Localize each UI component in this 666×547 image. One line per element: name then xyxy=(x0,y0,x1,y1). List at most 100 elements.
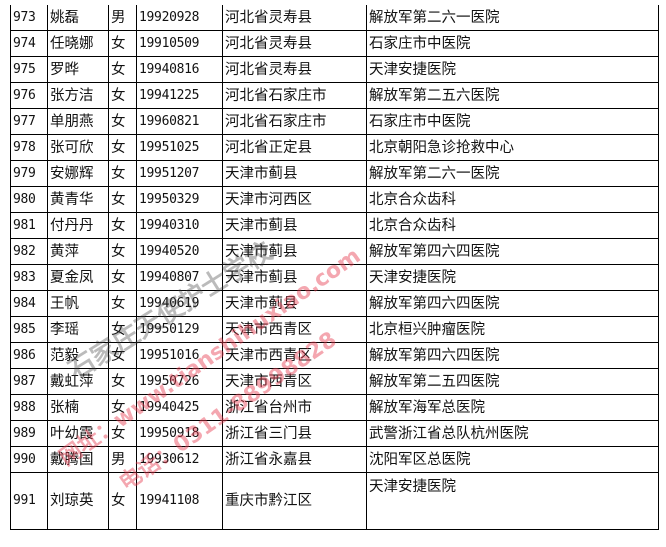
row-number-cell: 975 xyxy=(10,56,48,83)
student-name-cell: 戴腾国 xyxy=(47,446,109,473)
gender-cell: 女 xyxy=(108,30,137,57)
table-row: 990 戴腾国男 19930612 浙江省永嘉县 沈阳军区总医院 xyxy=(10,446,659,473)
table-row: 976 张方洁女 19941225 河北省石家庄市 解放军第二五六医院 xyxy=(10,82,659,109)
student-name-cell: 李瑶 xyxy=(47,316,109,343)
student-name-cell: 张方洁 xyxy=(47,82,109,109)
origin-place-cell: 河北省灵寿县 xyxy=(222,5,367,31)
row-number-cell: 991 xyxy=(10,472,48,530)
birth-date-cell: 19940520 xyxy=(136,238,223,265)
placement-hospital-cell: 北京合众齿科 xyxy=(366,186,659,213)
row-number-cell: 982 xyxy=(10,238,48,265)
birth-date-cell: 19940425 xyxy=(136,394,223,421)
student-name-cell: 罗晔 xyxy=(47,56,109,83)
row-number-cell: 988 xyxy=(10,394,48,421)
gender-cell: 女 xyxy=(108,56,137,83)
table-row: 980 黄青华女 19950329 天津市河西区 北京合众齿科 xyxy=(10,186,659,213)
origin-place-cell: 天津市蓟县 xyxy=(222,160,367,187)
table-row: 981 付丹丹女 19940310 天津市蓟县 北京合众齿科 xyxy=(10,212,659,239)
origin-place-cell: 天津市河西区 xyxy=(222,186,367,213)
gender-cell: 女 xyxy=(108,186,137,213)
table-row: 983 夏金凤女 19940807 天津市蓟县 天津安捷医院 xyxy=(10,264,659,291)
placement-hospital-cell: 武警浙江省总队杭州医院 xyxy=(366,420,659,447)
student-name-cell: 安娜辉 xyxy=(47,160,109,187)
gender-cell: 女 xyxy=(108,472,137,530)
student-name-cell: 任晓娜 xyxy=(47,30,109,57)
origin-place-cell: 浙江省台州市 xyxy=(222,394,367,421)
birth-date-cell: 19940619 xyxy=(136,290,223,317)
row-number-cell: 973 xyxy=(10,5,48,31)
origin-place-cell: 天津市蓟县 xyxy=(222,212,367,239)
row-number-cell: 977 xyxy=(10,108,48,135)
gender-cell: 女 xyxy=(108,290,137,317)
birth-date-cell: 19940807 xyxy=(136,264,223,291)
table-row: 988 张楠女 19940425 浙江省台州市 解放军海军总医院 xyxy=(10,394,659,421)
row-number-cell: 974 xyxy=(10,30,48,57)
table-row: 982 黄萍女 19940520 天津市蓟县 解放军第四六四医院 xyxy=(10,238,659,265)
origin-place-cell: 天津市西青区 xyxy=(222,368,367,395)
origin-place-cell: 天津市蓟县 xyxy=(222,238,367,265)
placement-hospital-cell: 解放军第四六四医院 xyxy=(366,342,659,369)
table-row: 975 罗晔女 19940816 河北省灵寿县 天津安捷医院 xyxy=(10,56,659,83)
gender-cell: 女 xyxy=(108,316,137,343)
student-name-cell: 刘琼英 xyxy=(47,472,109,530)
gender-cell: 女 xyxy=(108,134,137,161)
placement-hospital-cell: 北京桓兴肿瘤医院 xyxy=(366,316,659,343)
gender-cell: 女 xyxy=(108,368,137,395)
placement-hospital-cell: 解放军第二六一医院 xyxy=(366,160,659,187)
birth-date-cell: 19950329 xyxy=(136,186,223,213)
table-row: 974 任晓娜女 19910509 河北省灵寿县 石家庄市中医院 xyxy=(10,30,659,57)
table-row: 991 刘琼英女 19941108 重庆市黔江区 天津安捷医院 xyxy=(10,472,659,530)
origin-place-cell: 河北省正定县 xyxy=(222,134,367,161)
placement-hospital-cell: 北京合众齿科 xyxy=(366,212,659,239)
birth-date-cell: 19940310 xyxy=(136,212,223,239)
placement-hospital-cell: 北京朝阳急诊抢救中心 xyxy=(366,134,659,161)
origin-place-cell: 浙江省三门县 xyxy=(222,420,367,447)
placement-hospital-cell: 解放军第二五六医院 xyxy=(366,82,659,109)
birth-date-cell: 19950918 xyxy=(136,420,223,447)
row-number-cell: 984 xyxy=(10,290,48,317)
birth-date-cell: 19951207 xyxy=(136,160,223,187)
placement-hospital-cell: 解放军第二五四医院 xyxy=(366,368,659,395)
origin-place-cell: 天津市西青区 xyxy=(222,316,367,343)
placement-hospital-cell: 天津安捷医院 xyxy=(366,264,659,291)
table-row: 984 王帆女 19940619 天津市蓟县 解放军第四六四医院 xyxy=(10,290,659,317)
origin-place-cell: 浙江省永嘉县 xyxy=(222,446,367,473)
origin-place-cell: 天津市蓟县 xyxy=(222,290,367,317)
row-number-cell: 976 xyxy=(10,82,48,109)
gender-cell: 女 xyxy=(108,394,137,421)
table-row: 985 李瑶女 19950129 天津市西青区 北京桓兴肿瘤医院 xyxy=(10,316,659,343)
row-number-cell: 989 xyxy=(10,420,48,447)
row-number-cell: 983 xyxy=(10,264,48,291)
table-row: 978 张可欣女 19951025 河北省正定县 北京朝阳急诊抢救中心 xyxy=(10,134,659,161)
birth-date-cell: 19920928 xyxy=(136,5,223,31)
placement-hospital-cell: 石家庄市中医院 xyxy=(366,30,659,57)
origin-place-cell: 河北省石家庄市 xyxy=(222,108,367,135)
table-row: 973 姚磊男 19920928 河北省灵寿县 解放军第二六一医院 xyxy=(10,5,659,31)
row-number-cell: 985 xyxy=(10,316,48,343)
placement-hospital-cell: 解放军第二六一医院 xyxy=(366,5,659,31)
gender-cell: 女 xyxy=(108,212,137,239)
student-name-cell: 叶幼霞 xyxy=(47,420,109,447)
gender-cell: 女 xyxy=(108,82,137,109)
origin-place-cell: 河北省灵寿县 xyxy=(222,56,367,83)
table-row: 987 戴虹萍女 19950726 天津市西青区 解放军第二五四医院 xyxy=(10,368,659,395)
row-number-cell: 981 xyxy=(10,212,48,239)
origin-place-cell: 重庆市黔江区 xyxy=(222,472,367,530)
gender-cell: 男 xyxy=(108,446,137,473)
student-name-cell: 姚磊 xyxy=(47,5,109,31)
student-placement-table: 973 姚磊男 19920928 河北省灵寿县 解放军第二六一医院 974 任晓娜女 1991… xyxy=(10,5,659,530)
birth-date-cell: 19950726 xyxy=(136,368,223,395)
student-name-cell: 张可欣 xyxy=(47,134,109,161)
row-number-cell: 986 xyxy=(10,342,48,369)
birth-date-cell: 19940816 xyxy=(136,56,223,83)
gender-cell: 女 xyxy=(108,108,137,135)
student-name-cell: 戴虹萍 xyxy=(47,368,109,395)
student-name-cell: 王帆 xyxy=(47,290,109,317)
birth-date-cell: 19930612 xyxy=(136,446,223,473)
row-number-cell: 979 xyxy=(10,160,48,187)
placement-hospital-cell: 解放军海军总医院 xyxy=(366,394,659,421)
birth-date-cell: 19960821 xyxy=(136,108,223,135)
placement-hospital-cell: 石家庄市中医院 xyxy=(366,108,659,135)
row-number-cell: 987 xyxy=(10,368,48,395)
table-row: 979 安娜辉女 19951207 天津市蓟县 解放军第二六一医院 xyxy=(10,160,659,187)
